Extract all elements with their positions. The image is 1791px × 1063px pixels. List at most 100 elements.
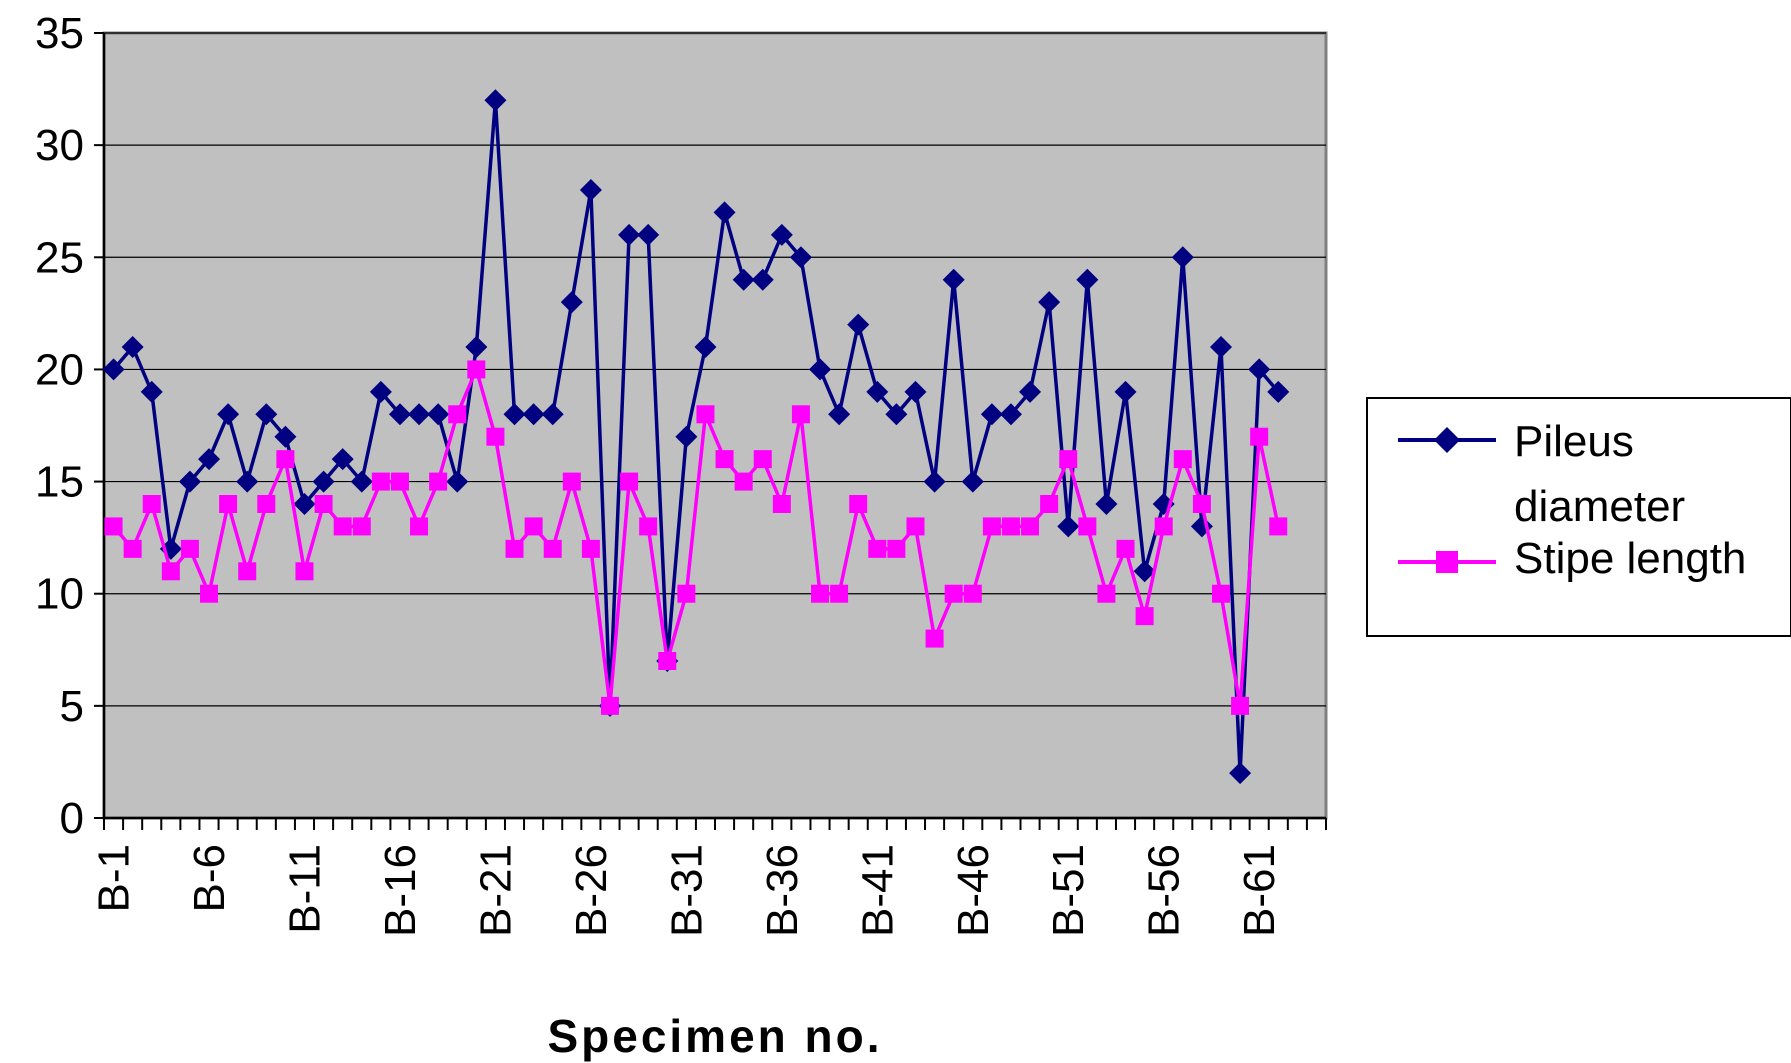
stipe-length-point xyxy=(390,472,409,491)
plot-background xyxy=(102,31,1328,820)
stipe-length-point xyxy=(1097,584,1116,603)
x-tick-label: B-31 xyxy=(662,844,711,937)
pileus-diameter-point xyxy=(312,470,335,493)
pileus-diameter-point xyxy=(255,403,278,426)
stipe-length-point xyxy=(142,495,161,513)
legend-label-pileus-line1: Pileus xyxy=(1514,417,1634,466)
x-tick-label: B-36 xyxy=(758,844,807,937)
stipe-length-point xyxy=(429,472,448,491)
pileus-diameter-point xyxy=(923,470,946,493)
pileus-diameter-point xyxy=(560,291,583,314)
pileus-diameter-point xyxy=(751,268,774,291)
pileus-diameter-point xyxy=(369,380,392,403)
stipe-length-point xyxy=(1154,517,1173,536)
stipe-length-point xyxy=(696,405,715,424)
stipe-length-point xyxy=(963,584,982,603)
pileus-diameter-point xyxy=(541,403,564,426)
x-axis-title: Specimen no. xyxy=(547,1010,882,1062)
stipe-length-point xyxy=(467,360,486,379)
stipe-length-point xyxy=(600,696,619,715)
stipe-length-point xyxy=(295,562,314,581)
stipe-length-point xyxy=(180,539,199,558)
stipe-length-point xyxy=(276,450,295,469)
stipe-length-point xyxy=(524,517,543,536)
pileus-diameter-point xyxy=(904,380,927,403)
y-tick-label: 10 xyxy=(35,570,84,619)
pileus-diameter-point xyxy=(980,403,1003,426)
x-tick-label: B-51 xyxy=(1044,844,1093,937)
pileus-diameter-point xyxy=(1057,515,1080,538)
stipe-length-point xyxy=(811,584,830,603)
pileus-diameter-point xyxy=(847,313,870,336)
stipe-length-point xyxy=(715,450,734,469)
stipe-length-point xyxy=(1078,517,1097,536)
stipe-length-point xyxy=(639,517,658,536)
pileus-diameter-point xyxy=(579,179,602,201)
stipe-length-point xyxy=(1211,584,1230,603)
stipe-length-point xyxy=(448,405,467,424)
x-tick-label: B-21 xyxy=(471,844,520,937)
pileus-diameter-point xyxy=(732,268,755,291)
stipe-length-point xyxy=(123,539,142,558)
pileus-diameter-point xyxy=(465,336,488,358)
stipe-length-point xyxy=(1192,495,1211,513)
pileus-diameter-point xyxy=(942,268,965,291)
y-tick-label: 15 xyxy=(35,458,84,507)
stipe-length-point xyxy=(1250,427,1269,446)
stipe-length-point xyxy=(486,427,505,446)
pileus-diameter-point xyxy=(1038,291,1061,314)
x-tick-label: B-61 xyxy=(1235,844,1284,937)
stipe-length-point xyxy=(887,539,906,558)
y-tick-label: 5 xyxy=(60,682,84,731)
pileus-diameter-point xyxy=(637,223,660,246)
pileus-diameter-point xyxy=(999,403,1022,426)
stipe-length-point xyxy=(505,539,524,558)
stipe-length-point xyxy=(849,495,868,513)
x-tick-label: B-11 xyxy=(280,844,329,934)
legend-marker-diamond xyxy=(1434,427,1460,453)
x-tick-label: B-26 xyxy=(567,844,616,937)
stipe-length-point xyxy=(1269,517,1288,536)
pileus-diameter-point xyxy=(961,470,984,493)
x-tick-label: B-41 xyxy=(853,844,902,937)
pileus-diameter-point xyxy=(1019,380,1042,403)
stipe-length-point xyxy=(772,495,791,513)
pileus-diameter-point xyxy=(350,470,373,493)
pileus-diameter-point xyxy=(1133,560,1156,583)
stipe-length-point xyxy=(161,562,180,581)
series-layer xyxy=(102,89,1290,785)
pileus-diameter-point xyxy=(1114,380,1137,403)
x-axis: B-1 B-6 B-11 B-16 B-21 B-26 B-31 B-36 B-41 B-46 B-… xyxy=(90,816,1327,937)
stipe-length-point xyxy=(200,584,219,603)
stipe-length-point xyxy=(791,405,810,424)
stipe-length-point xyxy=(371,472,390,491)
stipe-length-point xyxy=(1116,539,1135,558)
stipe-length-point xyxy=(868,539,887,558)
stipe-length-point xyxy=(982,517,1001,536)
pileus-diameter-point xyxy=(866,380,889,403)
y-tick-label: 35 xyxy=(35,9,84,58)
stipe-length-point xyxy=(830,584,849,603)
pileus-diameter-point xyxy=(198,448,221,471)
pileus-diameter-point xyxy=(713,201,736,224)
pileus-diameter-point xyxy=(102,358,125,381)
legend: Pileus diameter Stipe length xyxy=(1366,397,1791,637)
stipe-length-point xyxy=(753,450,772,469)
x-tick-label: B-16 xyxy=(376,844,425,937)
pileus-diameter-point xyxy=(236,470,259,493)
pileus-diameter-point xyxy=(427,403,450,426)
y-tick-label: 20 xyxy=(35,345,84,394)
stipe-length-point xyxy=(581,539,600,558)
stipe-length-point xyxy=(658,652,677,670)
stipe-length-point xyxy=(1231,696,1250,715)
stipe-length-point xyxy=(734,472,753,491)
y-tick-label: 25 xyxy=(35,233,84,282)
pileus-diameter-point xyxy=(1229,762,1252,785)
pileus-diameter-point xyxy=(809,358,832,381)
stipe-length-point xyxy=(906,517,925,536)
stipe-length-point xyxy=(620,472,639,491)
stipe-length-point xyxy=(1040,495,1059,513)
legend-label-pileus-line2: diameter xyxy=(1514,482,1685,531)
stipe-length-point xyxy=(1001,517,1020,536)
